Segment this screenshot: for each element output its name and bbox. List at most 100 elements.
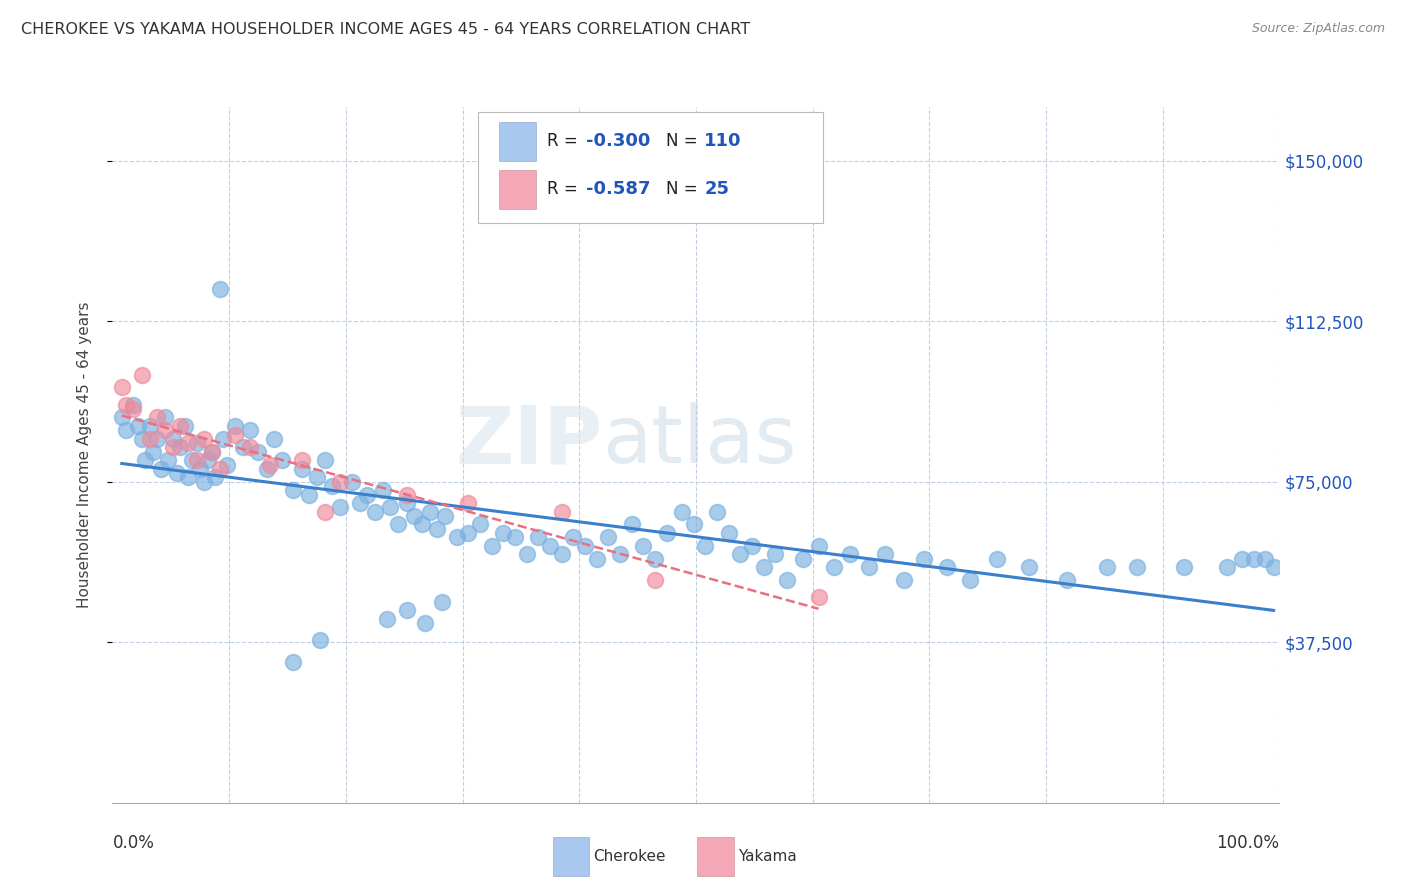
Text: 0.0%: 0.0% (112, 834, 155, 852)
Point (150, 462, 173, 476)
Point (481, 539, 503, 553)
Point (364, 505, 387, 519)
Point (585, 551, 607, 566)
Point (186, 453, 208, 467)
Point (131, 432, 153, 446)
Point (146, 432, 169, 446)
Text: 110: 110 (704, 132, 742, 150)
Point (457, 496, 479, 510)
Point (1254, 551, 1277, 566)
Text: N =: N = (666, 132, 703, 150)
Point (935, 560, 957, 574)
Point (1173, 560, 1195, 574)
Text: R =: R = (547, 132, 583, 150)
Text: Cherokee: Cherokee (593, 849, 666, 863)
Point (169, 441, 191, 455)
Point (823, 560, 845, 574)
Point (208, 462, 231, 476)
Point (197, 453, 219, 467)
Point (259, 458, 281, 472)
Point (706, 505, 728, 519)
Point (169, 419, 191, 434)
Point (224, 427, 246, 442)
Point (290, 462, 312, 476)
Point (434, 508, 457, 523)
Point (247, 444, 270, 458)
Point (173, 419, 195, 434)
Text: CHEROKEE VS YAKAMA HOUSEHOLDER INCOME AGES 45 - 64 YEARS CORRELATION CHART: CHEROKEE VS YAKAMA HOUSEHOLDER INCOME AG… (21, 22, 751, 37)
Point (127, 419, 149, 434)
Point (193, 432, 215, 446)
Point (297, 487, 319, 501)
Point (1243, 551, 1265, 566)
Point (598, 530, 620, 544)
Point (239, 441, 262, 455)
Point (807, 591, 830, 605)
Point (115, 398, 138, 412)
Point (329, 475, 352, 489)
Point (730, 548, 752, 562)
Y-axis label: Householder Income Ages 45 - 64 years: Householder Income Ages 45 - 64 years (77, 301, 91, 608)
Point (411, 517, 433, 532)
Point (283, 483, 305, 498)
Point (792, 551, 814, 566)
Point (270, 453, 292, 467)
Point (413, 615, 436, 630)
Point (115, 423, 138, 437)
Point (283, 655, 305, 669)
Point (201, 444, 224, 458)
Text: -0.300: -0.300 (586, 132, 651, 150)
Point (1263, 560, 1285, 574)
Point (309, 633, 332, 648)
Point (912, 551, 935, 566)
Point (256, 462, 278, 476)
Point (644, 573, 666, 587)
Point (232, 441, 254, 455)
Point (193, 475, 215, 489)
Point (1018, 560, 1040, 574)
Point (349, 496, 371, 510)
Point (807, 539, 830, 553)
Point (1056, 573, 1078, 587)
Point (551, 548, 574, 562)
Point (620, 517, 643, 532)
Point (263, 432, 285, 446)
Point (644, 551, 666, 566)
Point (1095, 560, 1118, 574)
Text: N =: N = (666, 180, 703, 198)
Point (387, 517, 409, 532)
Point (503, 530, 526, 544)
Point (111, 410, 134, 425)
Point (122, 401, 145, 416)
Point (717, 526, 740, 541)
Point (314, 453, 336, 467)
Point (858, 560, 880, 574)
Point (402, 508, 425, 523)
Point (375, 612, 398, 626)
Text: ZIP: ZIP (456, 402, 603, 480)
Point (134, 453, 156, 467)
Text: Source: ZipAtlas.com: Source: ZipAtlas.com (1251, 22, 1385, 36)
Point (215, 458, 238, 472)
Point (131, 368, 153, 382)
Point (146, 410, 169, 425)
Text: atlas: atlas (603, 402, 797, 480)
Point (162, 441, 184, 455)
Point (162, 432, 184, 446)
Point (340, 475, 363, 489)
Point (356, 487, 378, 501)
Point (741, 539, 763, 553)
Point (329, 500, 352, 515)
Point (239, 423, 262, 437)
Point (655, 526, 678, 541)
Point (1216, 560, 1239, 574)
Point (166, 466, 188, 480)
Point (1230, 551, 1253, 566)
Point (873, 548, 896, 562)
Point (574, 539, 596, 553)
Point (177, 470, 200, 484)
Point (468, 517, 491, 532)
Point (516, 548, 538, 562)
Point (527, 530, 550, 544)
Point (430, 594, 453, 608)
